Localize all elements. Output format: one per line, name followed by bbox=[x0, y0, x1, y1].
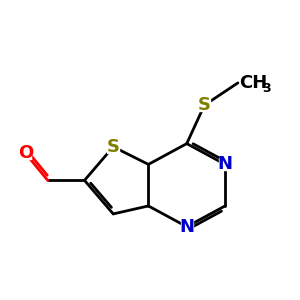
Text: CH: CH bbox=[239, 74, 268, 92]
Text: 3: 3 bbox=[262, 82, 271, 95]
Text: S: S bbox=[198, 96, 211, 114]
Text: N: N bbox=[179, 218, 194, 236]
Bar bbox=[19, 147, 32, 159]
Bar bbox=[219, 158, 231, 170]
Text: S: S bbox=[107, 138, 120, 156]
Text: O: O bbox=[18, 144, 33, 162]
Bar bbox=[198, 99, 210, 111]
Text: N: N bbox=[218, 155, 232, 173]
Bar bbox=[107, 141, 119, 153]
Bar bbox=[181, 220, 193, 233]
